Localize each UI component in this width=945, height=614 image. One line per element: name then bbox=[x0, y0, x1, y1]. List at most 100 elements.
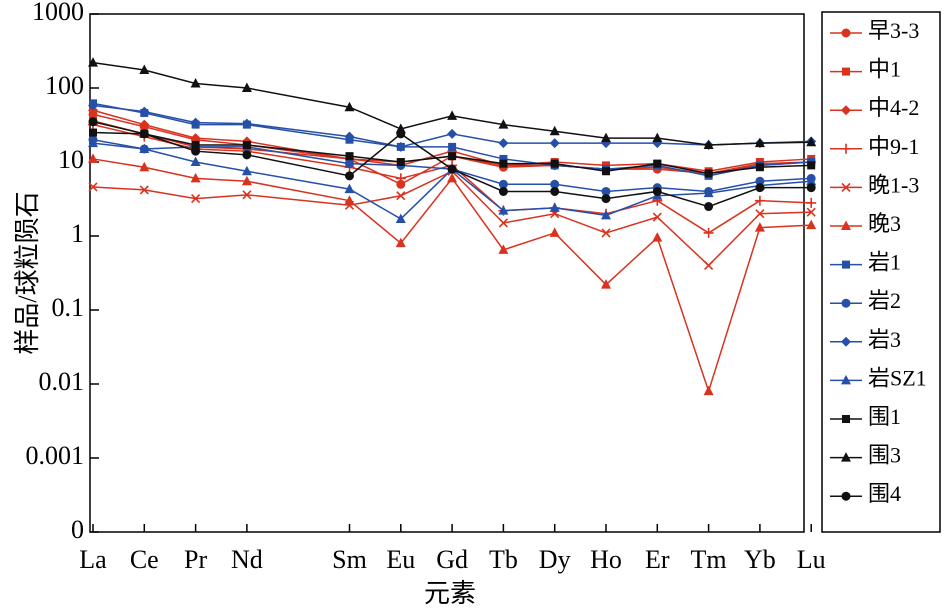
legend-item-8: 岩3 bbox=[830, 327, 901, 352]
x-tick-label-Ce: Ce bbox=[130, 545, 159, 574]
point-4-Er bbox=[652, 212, 662, 222]
point-9-Tb bbox=[498, 205, 509, 215]
legend-label-1: 中1 bbox=[868, 57, 901, 82]
point-11-Lu bbox=[806, 136, 817, 147]
series-line-9 bbox=[92, 142, 812, 220]
point-5-La bbox=[88, 153, 98, 163]
legend-label-6: 岩1 bbox=[868, 250, 901, 275]
point-10-Tb bbox=[499, 159, 508, 168]
legend-label-11: 围3 bbox=[868, 443, 901, 468]
point-10-Eu bbox=[396, 158, 405, 166]
point-9-Eu bbox=[395, 213, 406, 223]
legend-item-11: 围3 bbox=[830, 443, 901, 468]
legend-label-8: 岩3 bbox=[868, 327, 901, 352]
point-8-La bbox=[88, 100, 98, 111]
y-tick-label-1: 0.001 bbox=[26, 441, 85, 470]
x-tick-label-La: La bbox=[79, 545, 107, 574]
legend-item-12: 围4 bbox=[830, 481, 901, 506]
point-9-Lu bbox=[806, 175, 817, 186]
y-axis-title: 样品/球粒陨石 bbox=[13, 191, 42, 354]
legend-label-3: 中9-1 bbox=[868, 134, 919, 159]
x-tick-label-Lu: Lu bbox=[797, 545, 826, 574]
point-11-Sm bbox=[344, 101, 355, 112]
point-12-Dy bbox=[550, 186, 560, 196]
y-tick-label-2: 0.01 bbox=[39, 367, 85, 396]
point-10-Pr bbox=[191, 140, 200, 149]
legend-label-10: 围1 bbox=[868, 404, 901, 429]
point-10-Lu bbox=[807, 161, 816, 170]
point-12-Eu bbox=[396, 129, 406, 139]
point-6-Gd bbox=[448, 142, 457, 151]
point-5-Tm bbox=[703, 385, 714, 396]
point-10-Nd bbox=[242, 140, 251, 149]
point-12-Ce bbox=[139, 129, 149, 139]
point-2-Ce bbox=[139, 119, 150, 130]
y-tick-label-4: 1 bbox=[71, 219, 84, 248]
legend-item-7: 岩2 bbox=[830, 288, 901, 313]
series-line-10 bbox=[92, 131, 812, 175]
point-2-Pr bbox=[190, 133, 201, 144]
legend-marker-1 bbox=[842, 67, 850, 76]
point-8-Dy bbox=[549, 138, 560, 149]
legend: 早3-3 中1 中4-2 中9-1 晚1-3 晚3 岩1 岩2 岩3 岩SZ1 围1 围3 围4 bbox=[821, 11, 941, 533]
x-tick-label-Eu: Eu bbox=[386, 545, 415, 574]
x-tick-label-Tm: Tm bbox=[691, 545, 727, 574]
point-10-Dy bbox=[550, 159, 559, 168]
series-5 bbox=[88, 153, 817, 396]
point-3-Tm bbox=[703, 227, 714, 238]
point-7-Sm bbox=[345, 159, 354, 169]
point-10-Gd bbox=[448, 152, 457, 161]
point-5-Lu bbox=[806, 219, 817, 230]
legend-marker-12 bbox=[841, 491, 851, 501]
point-11-La bbox=[88, 57, 98, 67]
point-5-Tb bbox=[498, 244, 509, 254]
y-tick-label-7: 1000 bbox=[32, 0, 84, 26]
point-3-Eu bbox=[395, 173, 406, 184]
point-5-Eu bbox=[395, 237, 406, 248]
point-6-Tb bbox=[499, 154, 508, 163]
legend-item-10: 围1 bbox=[830, 404, 901, 429]
series-line-12 bbox=[92, 121, 812, 208]
series-line-7 bbox=[92, 138, 812, 193]
series-4 bbox=[88, 166, 816, 271]
point-4-Ho bbox=[601, 228, 611, 238]
point-9-Nd bbox=[241, 165, 252, 176]
series-line-11 bbox=[92, 61, 812, 146]
point-4-Tb bbox=[498, 218, 508, 228]
point-9-Ce bbox=[139, 143, 150, 153]
point-9-Sm bbox=[344, 183, 355, 194]
point-12-Lu bbox=[806, 183, 816, 193]
point-5-Sm bbox=[344, 195, 355, 205]
legend-item-3: 中9-1 bbox=[830, 134, 919, 159]
legend-marker-0 bbox=[841, 28, 851, 38]
point-3-Lu bbox=[806, 197, 817, 208]
x-axis: La Ce Pr Nd Sm Eu Gd Tb Dy Ho Er Tm Yb Lu bbox=[79, 524, 826, 574]
point-10-Sm bbox=[345, 152, 354, 161]
point-11-Ce bbox=[139, 64, 150, 75]
point-4-Yb bbox=[755, 209, 765, 219]
legend-item-9: 岩SZ1 bbox=[830, 365, 927, 390]
point-9-Dy bbox=[549, 202, 560, 212]
legend-marker-7 bbox=[841, 298, 851, 308]
point-12-Ho bbox=[601, 194, 611, 204]
point-11-Ho bbox=[601, 132, 611, 143]
point-11-Gd bbox=[447, 110, 458, 120]
point-5-Pr bbox=[190, 172, 201, 183]
point-11-Yb bbox=[754, 137, 765, 148]
x-tick-label-Ho: Ho bbox=[590, 545, 622, 574]
series-12 bbox=[88, 117, 816, 212]
point-11-Nd bbox=[241, 82, 252, 92]
point-9-Tm bbox=[703, 187, 714, 198]
x-tick-label-Gd: Gd bbox=[436, 545, 468, 574]
point-10-Tm bbox=[704, 169, 713, 178]
point-12-Nd bbox=[242, 150, 252, 160]
point-12-La bbox=[88, 117, 98, 127]
legend-marker-6 bbox=[842, 260, 850, 269]
x-tick-label-Yb: Yb bbox=[744, 545, 776, 574]
x-tick-label-Tb: Tb bbox=[489, 545, 518, 574]
series-line-5 bbox=[92, 158, 812, 394]
point-4-Nd bbox=[242, 190, 252, 200]
point-5-Nd bbox=[241, 175, 252, 186]
point-12-Sm bbox=[345, 171, 354, 181]
legend-label-2: 中4-2 bbox=[868, 95, 919, 120]
